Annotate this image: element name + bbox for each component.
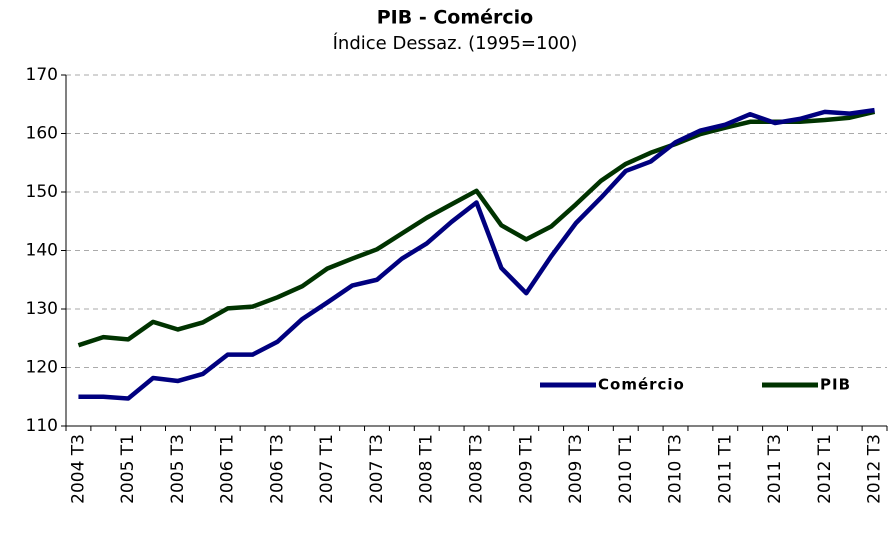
y-tick-label: 110: [26, 416, 58, 436]
x-tick-label: 2010 T1: [616, 434, 636, 504]
chart-subtitle: Índice Dessaz. (1995=100): [333, 32, 578, 54]
x-tick-label: 2005 T1: [118, 434, 138, 504]
legend-label: PIB: [820, 376, 851, 394]
series-line: [78, 107, 875, 401]
y-tick-label: 160: [26, 124, 58, 144]
x-tick-label: 2006 T1: [218, 434, 238, 504]
x-tick-label: 2008 T3: [467, 434, 487, 504]
x-tick-label: 2009 T1: [516, 434, 536, 504]
x-tick-label: 2007 T3: [367, 434, 387, 504]
y-tick-label: 140: [26, 241, 58, 261]
x-tick-label: 2011 T3: [765, 434, 785, 504]
series-line: [77, 109, 876, 348]
x-tick-label: 2007 T1: [317, 434, 337, 504]
y-tick-label: 120: [26, 358, 58, 378]
legend-label: Comércio: [598, 376, 685, 394]
x-tick-label: 2004 T3: [68, 434, 88, 504]
x-tick-label: 2010 T3: [666, 434, 686, 504]
y-tick-label: 170: [26, 65, 58, 85]
x-tick-label: 2012 T1: [815, 434, 835, 504]
x-tick-label: 2008 T1: [417, 434, 437, 504]
x-tick-label: 2011 T1: [715, 434, 735, 504]
x-tick-label: 2005 T3: [168, 434, 188, 504]
x-tick-label: 2006 T3: [267, 434, 287, 504]
y-tick-label: 150: [26, 182, 58, 202]
x-tick-label: 2012 T3: [865, 434, 885, 504]
x-tick-label: 2009 T3: [566, 434, 586, 504]
chart-title: PIB - Comércio: [377, 7, 533, 29]
y-tick-label: 130: [26, 299, 58, 319]
